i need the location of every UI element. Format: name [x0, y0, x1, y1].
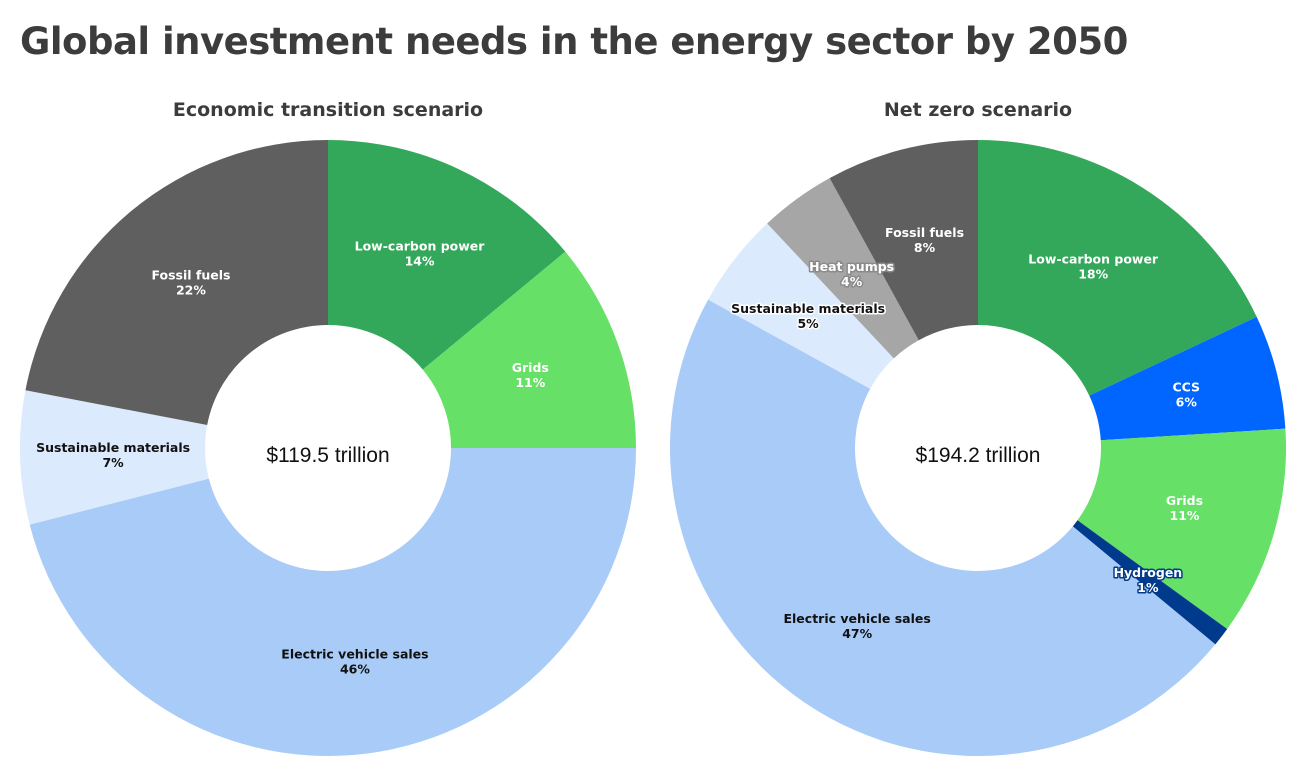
- slice-value-label: 11%: [515, 375, 545, 390]
- slice-label: Grids: [1166, 493, 1203, 508]
- slice-value-label: 11%: [1170, 508, 1200, 523]
- slice-label: Fossil fuels: [885, 225, 964, 240]
- slice-label: Electric vehicle sales: [783, 611, 930, 626]
- chart-title: Global investment needs in the energy se…: [20, 20, 1128, 63]
- donut-slice: [1077, 428, 1286, 630]
- slice-label: Sustainable materials: [731, 301, 885, 316]
- donut-slice: [25, 140, 328, 425]
- slice-value-label: 5%: [797, 316, 819, 331]
- slice-label: CCS: [1172, 380, 1200, 395]
- slice-label: Hydrogen: [1114, 565, 1183, 580]
- donut-slice: [829, 140, 978, 341]
- slice-label: Sustainable materials: [36, 440, 190, 455]
- slice-value-label: 22%: [176, 282, 206, 297]
- donut-slice: [978, 140, 1257, 396]
- slice-value-label: 46%: [340, 661, 370, 676]
- donut-chart-1: Economic transition scenario Low-carbon p…: [19, 99, 636, 756]
- center-total-label: $194.2 trillion: [916, 444, 1041, 467]
- center-total-label: $119.5 trillion: [266, 444, 389, 467]
- slice-value-label: 4%: [841, 274, 863, 289]
- slice-value-label: 14%: [405, 253, 435, 268]
- donut-slice: [708, 223, 894, 389]
- slice-label: Low-carbon power: [1028, 251, 1159, 266]
- slice-value-label: 1%: [1137, 580, 1159, 595]
- donut-slice: [669, 299, 1216, 757]
- donut-slice: [328, 140, 566, 370]
- slice-label: Electric vehicle sales: [281, 646, 428, 661]
- donut-slice: [19, 390, 209, 525]
- donut-slice: [29, 448, 636, 756]
- slice-label: Grids: [512, 360, 549, 375]
- chart-subtitle: Net zero scenario: [884, 99, 1072, 121]
- slice-label: Fossil fuels: [151, 267, 230, 282]
- slice-value-label: 47%: [842, 626, 872, 641]
- slice-value-label: 8%: [914, 240, 936, 255]
- slice-value-label: 7%: [102, 455, 124, 470]
- slice-value-label: 18%: [1078, 266, 1108, 281]
- donut-slice: [1072, 520, 1228, 645]
- donut-slice: [1089, 316, 1286, 441]
- donut-slice: [422, 251, 636, 448]
- slice-label: Heat pumps: [809, 259, 894, 274]
- donut-slice: [767, 178, 919, 359]
- chart-subtitle: Economic transition scenario: [173, 99, 483, 121]
- slice-value-label: 6%: [1176, 395, 1198, 410]
- slice-label: Low-carbon power: [355, 238, 486, 253]
